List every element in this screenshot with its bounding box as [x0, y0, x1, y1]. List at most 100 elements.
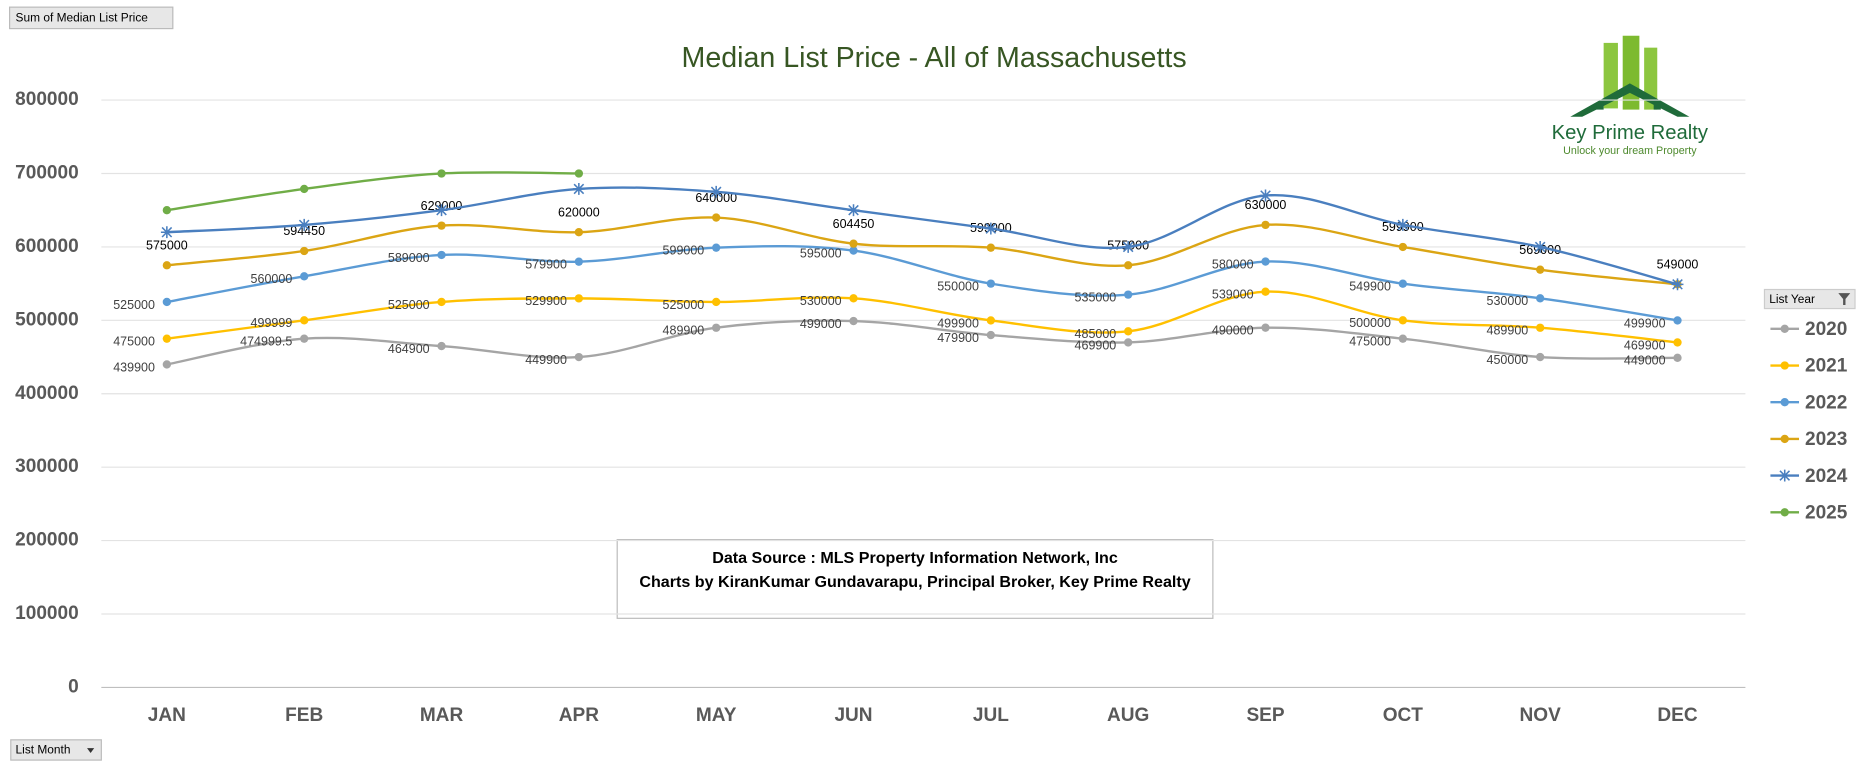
axis-field-button[interactable]: [10, 739, 102, 761]
legend-label: 2024: [1805, 466, 1848, 487]
legend-label: 2022: [1805, 392, 1847, 413]
data-label: 539000: [1212, 288, 1254, 302]
marker: [435, 204, 448, 217]
data-label: 549000: [1657, 258, 1699, 272]
line: [166, 244, 1678, 322]
marker: [847, 204, 860, 217]
marker: [1673, 316, 1682, 325]
data-label: 595000: [800, 246, 842, 260]
marker: [710, 185, 723, 198]
x-tick-label: JAN: [148, 705, 186, 726]
marker: [1261, 323, 1270, 332]
data-label: 530000: [1487, 294, 1529, 308]
series: 439900 474999.5 464900 449900 489900 499000 47…: [113, 316, 1682, 374]
marker: [1259, 189, 1272, 202]
note-line: Data Source : MLS Property Information N…: [712, 549, 1118, 567]
marker: [1534, 240, 1547, 253]
series: [162, 169, 584, 215]
data-label: 450000: [1487, 353, 1529, 367]
data-label: 599000: [663, 244, 705, 258]
marker: [1398, 242, 1408, 252]
data-label: 439900: [113, 360, 155, 374]
data-label: 550000: [937, 279, 979, 293]
data-label: 579900: [525, 258, 567, 272]
value-field-button[interactable]: [9, 6, 174, 30]
y-tick-label: 100000: [15, 603, 79, 624]
data-label: 449900: [525, 353, 567, 367]
legend-marker: [1780, 361, 1789, 370]
data-label: 469900: [1075, 338, 1117, 352]
marker: [712, 243, 721, 252]
marker: [1536, 294, 1545, 303]
marker: [162, 334, 172, 343]
legend-marker: [1780, 324, 1789, 333]
marker: [984, 222, 997, 235]
data-label: 529900: [525, 294, 567, 308]
marker: [712, 323, 721, 332]
data-label: 490000: [1212, 324, 1254, 338]
marker: [437, 341, 446, 351]
legend-label: 2020: [1805, 319, 1847, 340]
marker: [574, 294, 584, 303]
marker: [437, 169, 446, 178]
marker: [572, 182, 585, 195]
marker: [300, 184, 309, 194]
y-tick-label: 700000: [15, 163, 79, 184]
marker: [162, 261, 172, 270]
marker: [1536, 352, 1545, 362]
data-label: 525000: [113, 298, 155, 312]
marker: [300, 272, 309, 281]
data-label: 449000: [1624, 354, 1666, 368]
series: 525000 560000 589000 579900 599000 595000 5500…: [113, 243, 1682, 330]
data-label: 499900: [937, 316, 979, 330]
line: [166, 216, 1678, 286]
legend-field-button[interactable]: [1763, 288, 1856, 310]
marker: [986, 279, 996, 288]
marker: [1671, 278, 1684, 291]
marker: [1122, 240, 1135, 253]
marker: [300, 316, 309, 325]
data-label: 525000: [388, 298, 430, 312]
data-label: 464900: [388, 342, 430, 356]
data-label: 589000: [388, 251, 430, 265]
x-tick-label: APR: [559, 705, 599, 726]
series: [160, 182, 1684, 291]
data-label: 535000: [1075, 291, 1117, 305]
legend-marker: [1778, 469, 1791, 482]
data-label: 499000: [800, 317, 842, 331]
x-tick-label: OCT: [1383, 705, 1424, 726]
data-label: 479900: [937, 331, 979, 345]
data-label: 580000: [1212, 257, 1254, 271]
marker: [574, 257, 584, 266]
marker: [1673, 353, 1682, 362]
data-label: 604450: [833, 217, 875, 231]
y-tick-label: 500000: [15, 309, 79, 330]
x-tick-label: MAY: [696, 705, 737, 726]
x-tick-label: JUL: [973, 705, 1009, 726]
data-label: 489900: [663, 324, 705, 338]
y-tick-label: 0: [68, 676, 79, 697]
data-label: 475000: [113, 335, 155, 349]
marker: [1536, 323, 1545, 332]
data-label: 594450: [283, 224, 325, 238]
marker: [1536, 265, 1545, 274]
line: [166, 186, 1678, 286]
marker: [712, 213, 721, 222]
marker: [574, 352, 584, 362]
marker: [849, 316, 858, 326]
data-label: 620000: [558, 205, 600, 219]
marker: [574, 169, 584, 178]
marker: [849, 294, 858, 303]
x-tick-label: DEC: [1657, 705, 1697, 726]
marker: [1124, 290, 1133, 299]
y-tick-label: 300000: [15, 456, 79, 477]
data-label: 489900: [1487, 324, 1529, 338]
marker: [437, 221, 446, 230]
legend-marker: [1780, 398, 1789, 407]
dropdown-icon: [87, 748, 95, 753]
data-label: 499999: [251, 316, 293, 330]
series: 475000 499999 525000 529900 525000 530000 4999…: [113, 287, 1682, 352]
marker: [300, 334, 309, 343]
line: [166, 290, 1678, 344]
marker: [160, 226, 173, 239]
